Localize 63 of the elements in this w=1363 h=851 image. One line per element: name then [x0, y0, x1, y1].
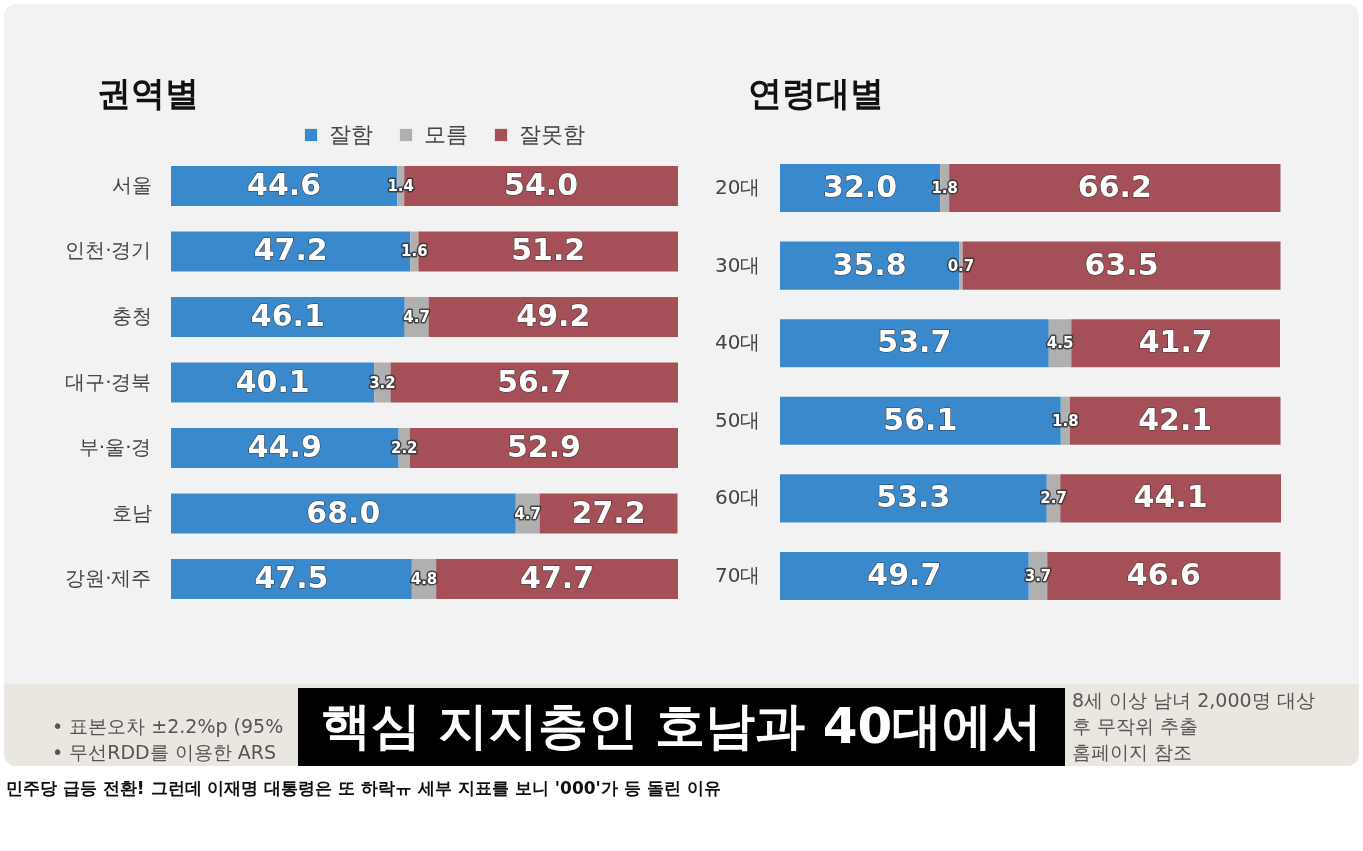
- y-tick-label: 호남: [111, 500, 152, 525]
- data-label: 63.5: [1084, 246, 1159, 282]
- data-label: 68.0: [306, 494, 381, 530]
- data-label: 46.6: [1126, 556, 1201, 592]
- data-label: 54.0: [504, 166, 579, 202]
- y-tick-label: 40대: [715, 330, 761, 355]
- y-tick-label: 강원·제주: [65, 566, 152, 591]
- data-label: 1.8: [931, 179, 958, 198]
- data-label: 44.6: [247, 166, 322, 202]
- y-tick-label: 충청: [111, 303, 152, 328]
- text: • 표본오차 ±2.2%p (95%: [52, 715, 284, 738]
- data-label: 40.1: [235, 363, 310, 399]
- data-label: 53.7: [877, 324, 952, 360]
- text: 홈페이지 참조: [1072, 741, 1193, 764]
- y-tick-label: 50대: [715, 407, 761, 432]
- bar: [1071, 319, 1280, 368]
- y-tick-label: 60대: [715, 485, 761, 510]
- data-label: 49.2: [516, 297, 591, 333]
- data-label: 51.2: [511, 232, 586, 268]
- data-label: 47.7: [520, 560, 595, 596]
- data-label: 56.7: [497, 363, 572, 399]
- data-label: 4.7: [403, 307, 430, 326]
- data-label: 1.8: [1052, 411, 1079, 430]
- text: 8세 이상 남녀 2,000명 대상: [1072, 689, 1315, 712]
- text: • 무선RDD를 이용한 ARS: [52, 741, 277, 764]
- data-label: 27.2: [571, 494, 646, 530]
- data-label: 32.0: [823, 169, 898, 205]
- data-label: 42.1: [1138, 401, 1213, 437]
- text: 민주당 급등 전환! 그런데 이재명 대통령은 또 하락ㅠ 세부 지표를 보니 '000'가 등 돌린 이유: [6, 778, 721, 799]
- data-label: 56.1: [883, 401, 958, 437]
- y-tick-label: 20대: [715, 175, 761, 200]
- data-label: 47.2: [253, 232, 328, 268]
- legend-label: 모름: [424, 122, 468, 147]
- bar: [780, 319, 1049, 368]
- data-label: 1.4: [387, 176, 414, 195]
- data-label: 0.7: [947, 256, 975, 275]
- chart-title: 권역별: [97, 73, 199, 113]
- y-tick-label: 70대: [715, 562, 761, 587]
- data-label: 49.7: [867, 556, 942, 592]
- y-tick-label: 30대: [715, 252, 761, 277]
- y-tick-label: 부·울·경: [78, 435, 152, 460]
- chart-title: 연령대별: [748, 73, 884, 113]
- legend-label: 잘함: [329, 122, 373, 147]
- text: 후 무작위 추출: [1072, 715, 1199, 738]
- data-label: 52.9: [506, 429, 581, 465]
- legend-label: 잘못함: [519, 122, 585, 147]
- data-label: 41.7: [1138, 324, 1213, 360]
- data-label: 46.1: [250, 297, 325, 333]
- y-tick-label: 대구·경북: [65, 369, 152, 394]
- data-label: 47.5: [254, 560, 329, 596]
- bar: [436, 559, 678, 599]
- data-label: 53.3: [876, 479, 951, 515]
- data-label: 44.9: [247, 429, 322, 465]
- y-tick-label: 서울: [111, 172, 152, 197]
- data-label: 35.8: [832, 246, 907, 282]
- bar: [171, 559, 412, 599]
- data-label: 2.2: [390, 439, 418, 458]
- data-label: 44.1: [1133, 479, 1208, 515]
- data-label: 66.2: [1077, 169, 1152, 205]
- y-tick-label: 인천·경기: [65, 238, 152, 263]
- data-label: 4.7: [514, 504, 541, 523]
- caption-box: 핵심 지지층인 호남과 40대에서: [298, 688, 1065, 766]
- data-label: 1.6: [401, 242, 428, 261]
